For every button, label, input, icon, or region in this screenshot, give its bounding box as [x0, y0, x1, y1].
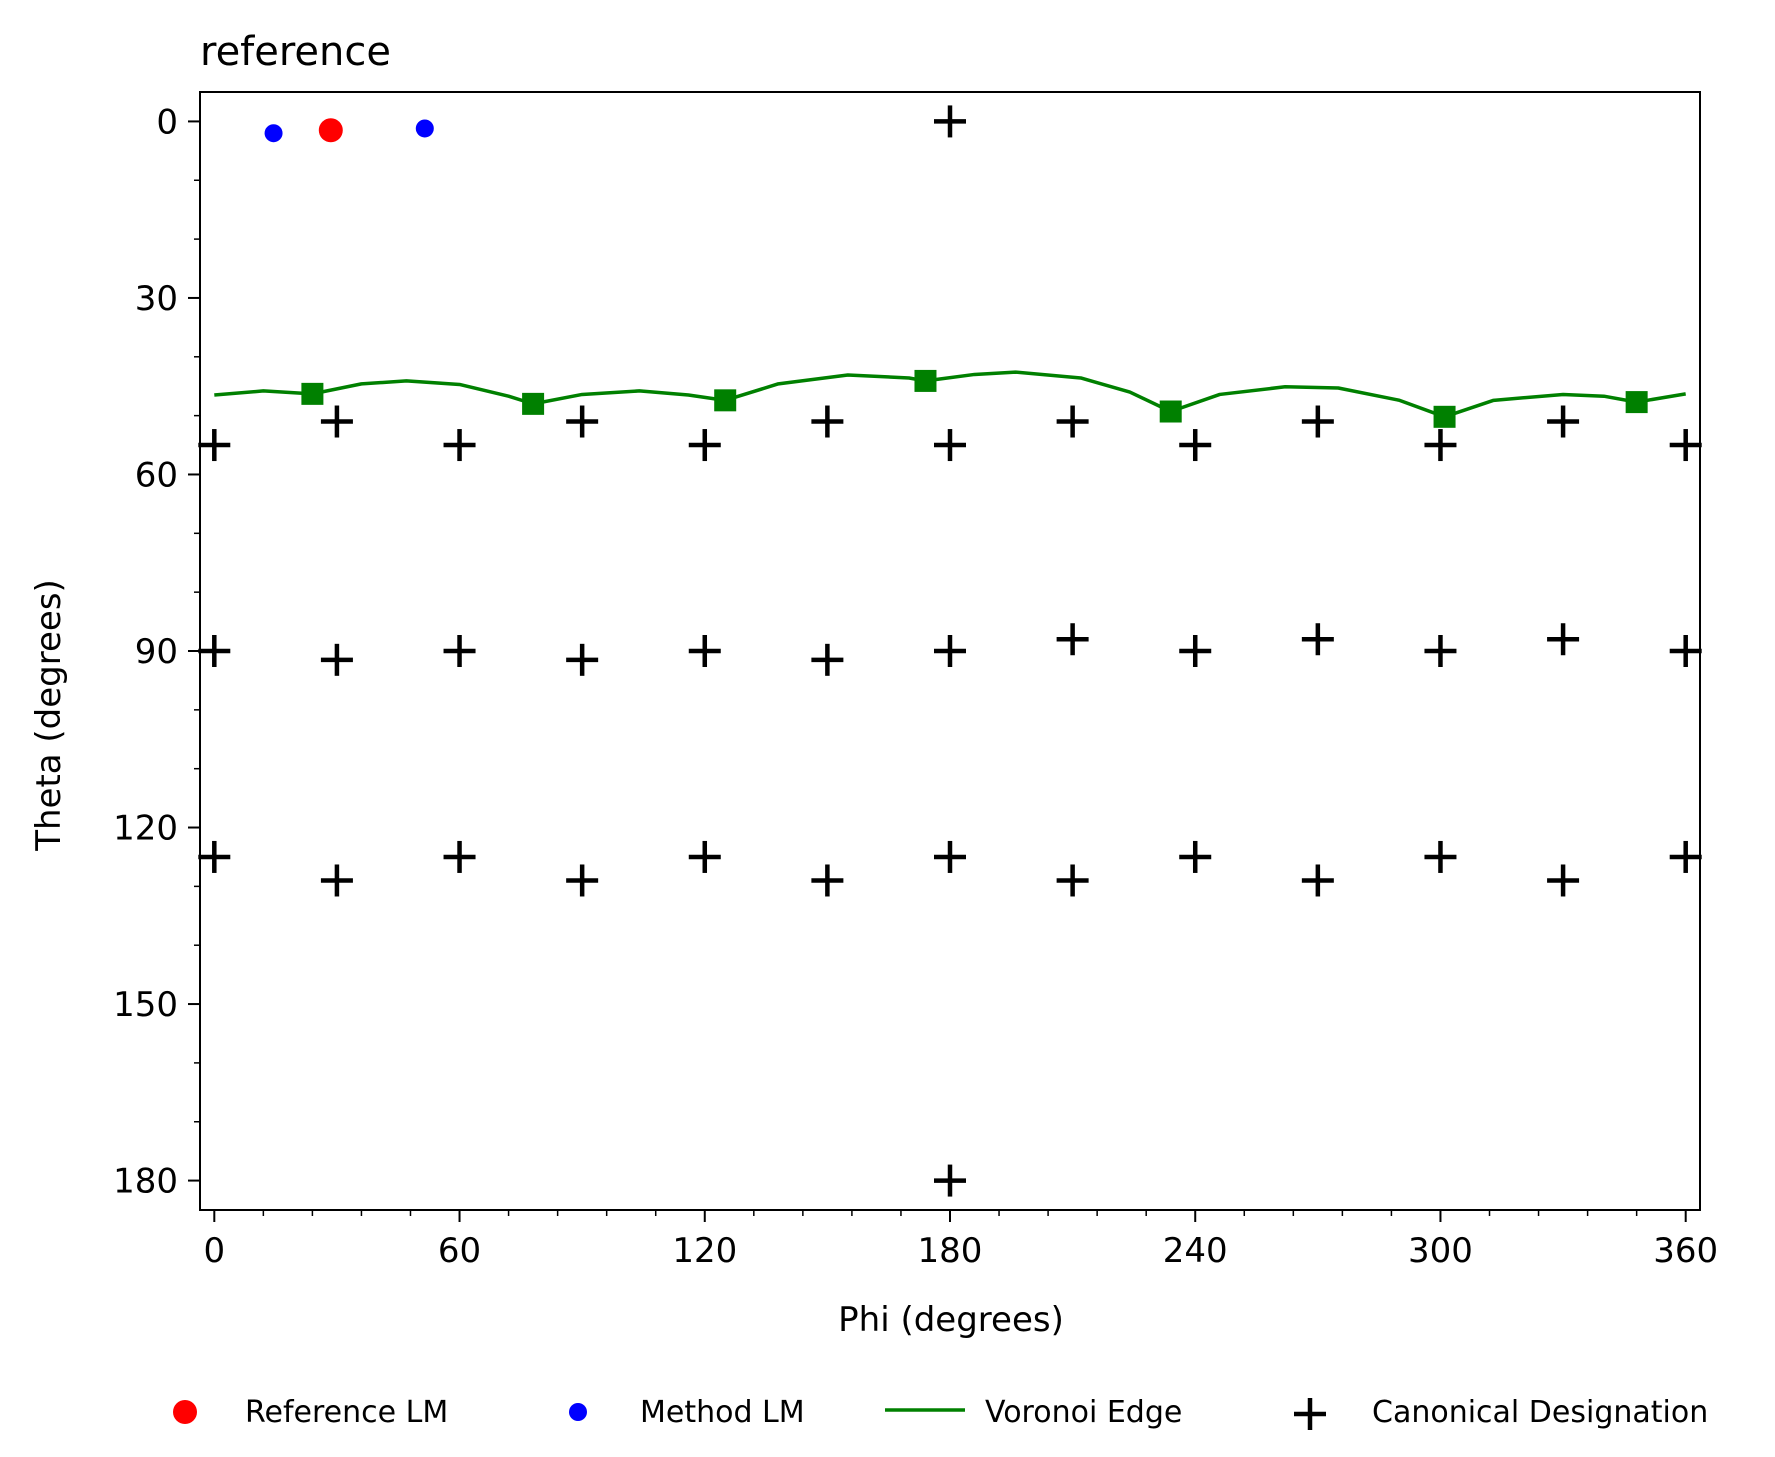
canonical-designation-point [1547, 623, 1580, 656]
voronoi-vertex-marker [1433, 405, 1456, 428]
legend-reference-lm-marker [173, 1400, 197, 1424]
y-tick-label: 180 [113, 1162, 178, 1202]
canonical-designation-point [1424, 840, 1457, 873]
canonical-designation-point [688, 429, 721, 462]
voronoi-vertex-marker [914, 369, 937, 392]
voronoi-vertex-marker [1159, 400, 1182, 423]
canonical-designation-point [1056, 405, 1089, 438]
method-lm-point [415, 119, 434, 138]
y-axis-label: Theta (degrees) [29, 579, 69, 852]
y-tick-label: 120 [113, 809, 178, 849]
x-axis-label: Phi (degrees) [838, 1300, 1064, 1340]
x-tick-label: 240 [1163, 1231, 1228, 1271]
canonical-designation-point [198, 635, 231, 667]
canonical-designation-point [934, 635, 966, 667]
canonical-designation-point [1301, 405, 1334, 438]
canonical-designation-point [443, 429, 476, 462]
canonical-designation-point [1301, 623, 1334, 656]
legend-item: Voronoi Edge [885, 1395, 1182, 1430]
canonical-designation-point [1179, 429, 1212, 462]
canonical-designation-point [320, 864, 353, 897]
canonical-designation-point [934, 429, 966, 462]
plot-area [198, 105, 1702, 1197]
canonical-designation-point [1547, 864, 1580, 897]
legend-item: Method LM [569, 1395, 805, 1430]
x-tick-label: 0 [203, 1231, 225, 1271]
canonical-designation-point [566, 405, 599, 438]
y-tick-label: 30 [135, 279, 178, 319]
reference-lm-point [318, 118, 343, 143]
canonical-designation-point [1547, 405, 1580, 438]
canonical-designation-point [320, 643, 353, 676]
canonical-designation-point [198, 429, 231, 462]
canonical-designation-point [566, 864, 599, 897]
canonical-designation-point [1424, 635, 1457, 667]
legend-item: Canonical Designation [1294, 1395, 1708, 1430]
voronoi-edge-line [214, 370, 1686, 419]
canonical-designation-point [934, 1164, 966, 1197]
canonical-designation-point [320, 405, 353, 438]
canonical-designation-point [811, 643, 844, 676]
x-tick-label: 60 [438, 1231, 481, 1271]
voronoi-vertex-marker [301, 382, 324, 405]
legend-label: Method LM [640, 1395, 805, 1430]
canonical-designation-point [443, 635, 476, 667]
legend-item: Reference LM [173, 1395, 448, 1430]
chart-title: reference [200, 29, 391, 75]
legend-method-lm-marker [569, 1403, 587, 1421]
y-tick-label: 60 [135, 455, 178, 495]
x-tick-label: 360 [1653, 1231, 1718, 1271]
canonical-designation-point [1669, 635, 1702, 667]
x-tick-label: 120 [672, 1231, 737, 1271]
canonical-designation-point [1179, 840, 1212, 873]
x-tick-label: 180 [918, 1231, 983, 1271]
legend-canonical-designation-marker [1294, 1398, 1326, 1430]
y-tick-label: 150 [113, 985, 178, 1025]
legend-label: Voronoi Edge [985, 1395, 1182, 1430]
canonical-designation-point [1669, 429, 1702, 462]
x-tick-label: 300 [1408, 1231, 1473, 1271]
canonical-designation-point [811, 405, 844, 438]
y-tick-label: 0 [156, 102, 178, 142]
voronoi-vertex-marker [522, 392, 545, 415]
canonical-designation-point [934, 840, 966, 873]
canonical-designation-point [688, 840, 721, 873]
canonical-designation-point [443, 840, 476, 873]
canonical-designation-point [566, 643, 599, 676]
canonical-designation-point [1056, 623, 1089, 656]
voronoi-vertex-marker [1625, 391, 1648, 414]
canonical-designation-point [1424, 429, 1457, 462]
method-lm-point [264, 124, 283, 143]
y-tick-label: 90 [135, 632, 178, 672]
canonical-designation-point [1301, 864, 1334, 897]
canonical-designation-point [934, 105, 966, 138]
legend-label: Reference LM [245, 1395, 448, 1430]
voronoi-vertex-marker [714, 389, 737, 412]
canonical-designation-point [811, 864, 844, 897]
canonical-designation-point [198, 840, 231, 873]
canonical-designation-point [1669, 840, 1702, 873]
canonical-designation-point [688, 635, 721, 667]
legend-label: Canonical Designation [1372, 1395, 1708, 1430]
axes: 0 60 120 180 240 300 360 0 30 60 90 120 150 180 [113, 91, 1718, 1271]
canonical-designation-point [1056, 864, 1089, 897]
canonical-designation-point [1179, 635, 1212, 667]
legend: Reference LM Method LM Voronoi Edge Canonic… [173, 1395, 1708, 1430]
